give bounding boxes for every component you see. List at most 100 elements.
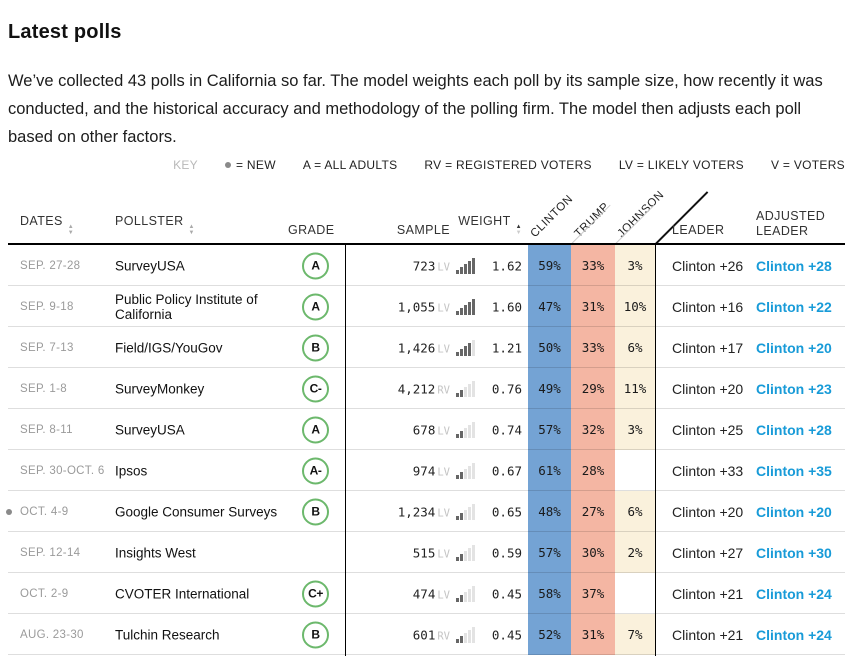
sample-size: 515 LV [412, 545, 450, 560]
poll-dates: SEP. 27-28 [20, 259, 81, 272]
header-divider-diagonal [570, 204, 611, 245]
new-poll-dot-icon [6, 508, 12, 515]
trump-pct-cell: 28% [571, 450, 615, 491]
johnson-pct-cell: 6% [615, 327, 655, 368]
weight-bar [472, 257, 475, 274]
weight-bars-icon [456, 503, 477, 520]
poll-weight: 0.45 [491, 627, 522, 642]
table-row: AUG. 23-30 Tulchin Research B 601 RV 0.45 52% 3… [0, 614, 852, 655]
weight-bar [468, 260, 471, 274]
grade-badge: C+ [302, 580, 329, 607]
poll-weight: 0.45 [491, 586, 522, 601]
column-header-weight[interactable]: WEIGHT ▲ ▼ [458, 214, 522, 236]
table-row: SEP. 9-18 Public Policy Institute of Cali… [0, 286, 852, 327]
weight-bars-icon [456, 339, 477, 356]
poll-dates: SEP. 8-11 [20, 423, 73, 436]
weight-bar [472, 503, 475, 520]
row-separator [8, 285, 845, 286]
row-separator [8, 490, 845, 491]
poll-dates: OCT. 2-9 [20, 587, 69, 600]
clinton-pct-cell: 57% [528, 409, 571, 450]
johnson-pct-cell: 3% [615, 245, 655, 286]
weight-bar [472, 421, 475, 438]
sort-icon[interactable]: ▲ ▼ [188, 224, 195, 236]
poll-weight: 0.76 [491, 381, 522, 396]
sort-icon-active[interactable]: ▲ ▼ [515, 224, 522, 236]
leader-value: Clinton +17 [672, 339, 744, 356]
sort-icon[interactable]: ▲ ▼ [67, 224, 75, 236]
johnson-pct-cell: 7% [615, 614, 655, 655]
johnson-leader-divider [655, 243, 656, 656]
weight-bar [460, 430, 463, 438]
weight-bar [468, 301, 471, 315]
sample-type-label: RV [437, 630, 450, 642]
johnson-pct-cell: 6% [615, 491, 655, 532]
trump-pct-cell: 27% [571, 491, 615, 532]
poll-dates: SEP. 30-OCT. 6 [20, 464, 105, 477]
weight-bar [472, 585, 475, 602]
clinton-pct-cell: 50% [528, 327, 571, 368]
table-row: OCT. 2-9 CVOTER International C+ 474 LV 0.45 5… [0, 573, 852, 614]
leader-value: Clinton +27 [672, 544, 744, 561]
weight-bars-icon [456, 298, 477, 315]
table-row: SEP. 27-28 SurveyUSA A 723 LV 1.62 59% 33% 3% Cli… [0, 245, 852, 286]
weight-bar [472, 339, 475, 356]
weight-bar [472, 462, 475, 479]
clinton-pct-cell: 49% [528, 368, 571, 409]
poll-weight: 1.21 [491, 340, 522, 355]
weight-bar [456, 556, 459, 561]
adjusted-leader-value: Clinton +28 [756, 257, 832, 274]
column-header-dates[interactable]: DATES ▲ ▼ [20, 214, 75, 236]
column-header-pollster[interactable]: POLLSTER ▲ ▼ [115, 214, 195, 236]
header-underline [8, 243, 845, 245]
weight-bar [468, 629, 471, 643]
column-header-clinton: CLINTON [528, 192, 576, 240]
clinton-pct-cell: 47% [528, 286, 571, 327]
weight-bar [456, 597, 459, 602]
poll-dates: OCT. 4-9 [20, 505, 69, 518]
table-row: SEP. 30-OCT. 6 Ipsos A- 974 LV 0.67 61% 28% Clin… [0, 450, 852, 491]
row-separator [8, 654, 845, 655]
weight-bar [468, 465, 471, 479]
sample-type-label: LV [437, 302, 450, 314]
leader-value: Clinton +21 [672, 585, 744, 602]
trump-pct-cell: 29% [571, 368, 615, 409]
table-row: OCT. 4-9 Google Consumer Surveys B 1,234 LV 0… [0, 491, 852, 532]
poll-dates: SEP. 7-13 [20, 341, 74, 354]
weight-bar [460, 553, 463, 561]
row-separator [8, 408, 845, 409]
key-item-all-adults: A = ALL ADULTS [302, 158, 398, 172]
weight-bar [464, 550, 467, 561]
johnson-pct-cell: 11% [615, 368, 655, 409]
weight-bar [464, 386, 467, 397]
clinton-pct-cell: 57% [528, 532, 571, 573]
sample-type-label: LV [437, 507, 450, 519]
weight-bars-icon [456, 626, 477, 643]
weight-bar [460, 307, 463, 315]
leader-value: Clinton +20 [672, 380, 744, 397]
johnson-pct-cell: 3% [615, 409, 655, 450]
sample-size: 474 LV [412, 586, 450, 601]
weight-bar [456, 638, 459, 643]
poll-weight: 0.65 [491, 504, 522, 519]
sample-size: 974 LV [412, 463, 450, 478]
column-header-leader: LEADER [672, 223, 725, 237]
pollster-name: SurveyUSA [115, 258, 185, 273]
adjusted-leader-value: Clinton +35 [756, 462, 832, 479]
sample-type-label: LV [437, 589, 450, 601]
weight-bars-icon [456, 257, 477, 274]
poll-dates: AUG. 23-30 [20, 628, 84, 641]
weight-bar [464, 304, 467, 315]
leader-value: Clinton +16 [672, 298, 744, 315]
key-item-voters: V = VOTERS [770, 158, 845, 172]
table-row: SEP. 1-8 SurveyMonkey C- 4,212 RV 0.76 49% 29% 1… [0, 368, 852, 409]
weight-bars-icon [456, 421, 477, 438]
weight-bar [456, 269, 459, 274]
column-header-grade: GRADE [288, 223, 335, 237]
sample-size: 678 LV [412, 422, 450, 437]
adjusted-leader-value: Clinton +22 [756, 298, 832, 315]
poll-weight: 1.62 [491, 258, 522, 273]
johnson-pct-cell: 10% [615, 286, 655, 327]
trump-pct-cell: 32% [571, 409, 615, 450]
